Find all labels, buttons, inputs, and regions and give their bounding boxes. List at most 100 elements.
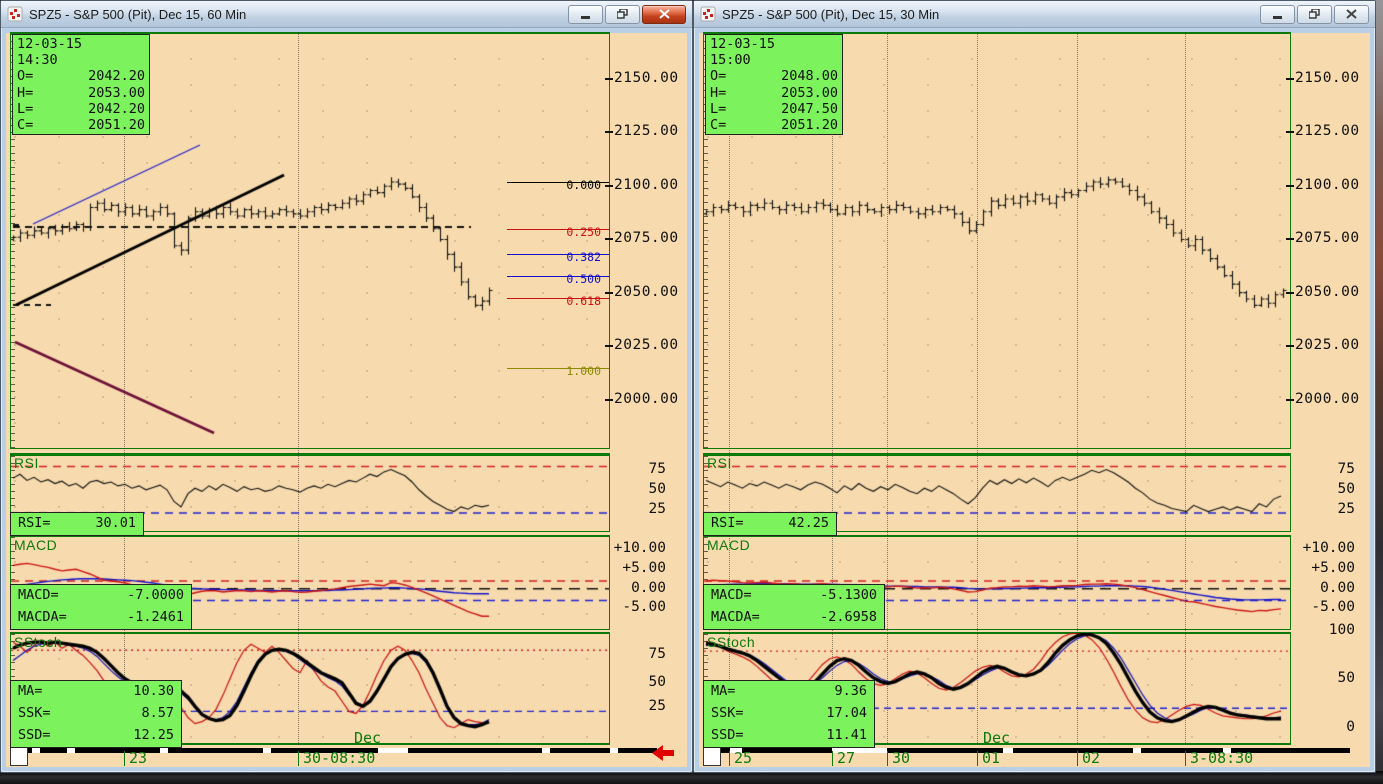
chart-window-30min: SPZ5 - S&P 500 (Pit), Dec 15, 30 Min 12-… (693, 0, 1376, 773)
scrollbar-tick (160, 748, 168, 753)
info-time: 14:30 (17, 52, 58, 69)
fib-label: 0.618 (566, 294, 601, 308)
price-axis-label: 2025.00 (605, 337, 679, 353)
stoch-axis-label: 0 (1346, 719, 1355, 735)
close-button[interactable] (1334, 4, 1369, 24)
price-axis-label: 2100.00 (605, 177, 679, 193)
fib-label: 0.500 (566, 272, 601, 286)
macd-axis-label: +10.00 (1302, 540, 1355, 556)
stoch-axis-label: 75 (648, 646, 666, 662)
rsi-axis-label: 25 (648, 501, 666, 517)
macd-readout: MACD= -7.0000 MACDA= -1.2461 (10, 584, 192, 630)
rsi-readout: RSI= 30.01 (10, 512, 144, 536)
fib-label: 1.000 (566, 364, 601, 378)
macd-axis-label: 0.00 (1320, 580, 1355, 596)
scrollbar-tick (610, 748, 618, 753)
minimize-button[interactable] (1260, 4, 1295, 24)
stoch-readout: MA= 9.36 SSK= 17.04 SSD= 11.41 (703, 680, 875, 748)
rsi-axis-label: 25 (1337, 501, 1355, 517)
macd-axis-label: +5.00 (622, 560, 666, 576)
price-axis-label: 2025.00 (1286, 337, 1360, 353)
scrollbar-tick (32, 748, 40, 753)
stoch-axis-label: 50 (648, 674, 666, 690)
stoch-title: SStoch (707, 634, 756, 650)
titlebar[interactable]: SPZ5 - S&P 500 (Pit), Dec 15, 30 Min (694, 1, 1375, 28)
stoch-axis-label: 25 (648, 698, 666, 714)
price-axis-label: 2125.00 (1286, 123, 1360, 139)
scrollbar[interactable] (10, 748, 657, 753)
app-icon (700, 6, 716, 22)
chart-window-60min: SPZ5 - S&P 500 (Pit), Dec 15, 60 Min 12-… (0, 0, 693, 773)
info-high: H= 2053.00 (17, 84, 145, 101)
info-open: O= 2048.00 (710, 68, 838, 85)
stoch-readout: MA= 10.30 SSK= 8.57 SSD= 12.25 (10, 680, 182, 748)
macd-axis-label: +10.00 (613, 540, 666, 556)
close-button[interactable] (642, 4, 686, 24)
x-axis-label: 30 (887, 751, 910, 766)
macd-title: MACD (14, 537, 58, 553)
scrollbar-thumb[interactable] (10, 745, 28, 766)
macd-axis-label: -5.00 (622, 599, 666, 615)
restore-button[interactable] (605, 4, 640, 24)
fib-label: 0.000 (566, 178, 601, 192)
price-axis-label: 2150.00 (1286, 70, 1360, 86)
scrollbar-tick (1223, 748, 1231, 753)
window-title: SPZ5 - S&P 500 (Pit), Dec 15, 60 Min (29, 6, 247, 22)
x-axis-label: 25 (729, 751, 752, 766)
info-low: L= 2047.50 (710, 100, 838, 117)
scrollbar-thumb[interactable] (703, 745, 721, 766)
x-axis-label: 02 (1077, 751, 1100, 766)
price-axis-label: 2050.00 (605, 284, 679, 300)
info-high: H= 2053.00 (710, 84, 838, 101)
stoch-axis-label: 50 (1337, 670, 1355, 686)
scrollbar[interactable] (703, 748, 1350, 753)
price-axis-label: 2125.00 (605, 123, 679, 139)
scroll-left-arrow-icon[interactable] (651, 744, 675, 762)
x-axis-month-label: Dec (983, 729, 1011, 747)
x-axis-label: 23 (124, 751, 147, 766)
price-axis-label: 2100.00 (1286, 177, 1360, 193)
price-axis-label: 2150.00 (605, 70, 679, 86)
price-axis-label: 2075.00 (605, 230, 679, 246)
info-open: O= 2042.20 (17, 68, 145, 85)
info-close: C= 2051.20 (710, 117, 838, 134)
info-low: L= 2042.20 (17, 100, 145, 117)
minimize-button[interactable] (568, 4, 603, 24)
window-title: SPZ5 - S&P 500 (Pit), Dec 15, 30 Min (722, 6, 940, 22)
scrollbar-tick (832, 748, 887, 753)
desktop-background-bottom (0, 771, 1383, 784)
info-date: 12-03-15 (710, 36, 776, 52)
scrollbar-tick (542, 748, 550, 753)
macd-axis-label: -5.00 (1311, 599, 1355, 615)
app-icon (7, 6, 23, 22)
fib-label: 0.250 (566, 225, 601, 239)
scrollbar-tick (67, 748, 75, 753)
fib-label: 0.382 (566, 250, 601, 264)
rsi-title: RSI (14, 455, 39, 471)
desktop-background-right (1374, 0, 1383, 784)
price-axis-label: 2000.00 (605, 391, 679, 407)
info-close: C= 2051.20 (17, 117, 145, 134)
ohlc-info-box: 12-03-15 15:00 O= 2048.00 H= 2053.00 L= 204… (705, 34, 843, 136)
x-axis-label: 30-08:30 (298, 751, 375, 766)
rsi-axis-label: 50 (648, 481, 666, 497)
scrollbar-tick (730, 748, 742, 753)
titlebar[interactable]: SPZ5 - S&P 500 (Pit), Dec 15, 60 Min (1, 1, 692, 28)
restore-button[interactable] (1297, 4, 1332, 24)
rsi-axis-label: 50 (1337, 481, 1355, 497)
info-date: 12-03-15 (17, 36, 83, 52)
price-axis-label: 2000.00 (1286, 391, 1360, 407)
x-axis-month-label: Dec (354, 729, 382, 747)
rsi-title: RSI (707, 455, 732, 471)
price-axis-label: 2075.00 (1286, 230, 1360, 246)
scrollbar-tick (1133, 748, 1141, 753)
price-axis-label: 2050.00 (1286, 284, 1360, 300)
chart-area: 12-03-15 14:30 O= 2042.20 H= 2053.00 L= 204… (2, 29, 691, 771)
x-axis-label: 01 (977, 751, 1000, 766)
macd-title: MACD (707, 537, 751, 553)
stoch-axis-label: 100 (1328, 622, 1355, 638)
rsi-axis-label: 75 (648, 461, 666, 477)
scrollbar-tick (378, 748, 408, 753)
rsi-axis-label: 75 (1337, 461, 1355, 477)
info-time: 15:00 (710, 52, 751, 69)
